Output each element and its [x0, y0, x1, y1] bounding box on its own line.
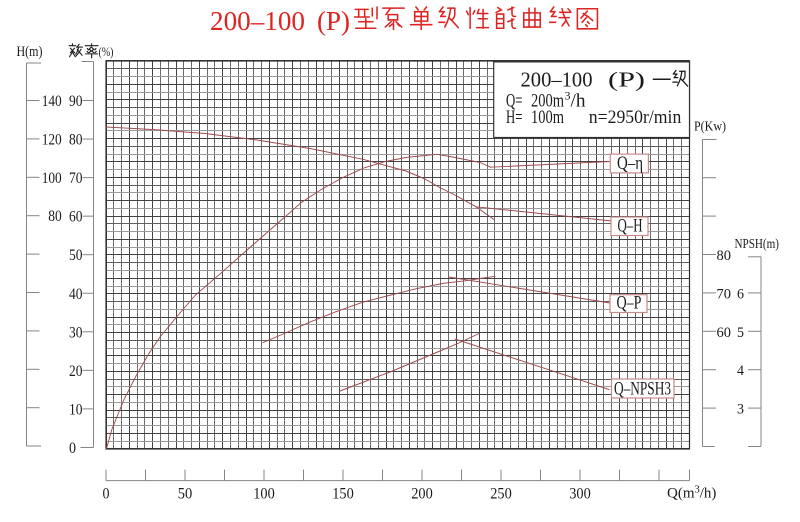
svg-text:(P): (P): [608, 68, 645, 92]
svg-text:70: 70: [717, 286, 732, 302]
svg-text:P(Kw): P(Kw): [694, 119, 726, 134]
svg-text:4: 4: [737, 363, 744, 379]
svg-text:5: 5: [737, 325, 744, 341]
svg-text:80: 80: [717, 248, 732, 264]
svg-text:60: 60: [69, 209, 83, 226]
svg-text:150: 150: [332, 486, 354, 503]
svg-text:100: 100: [42, 170, 62, 187]
svg-text:10: 10: [69, 401, 83, 418]
svg-text:70: 70: [69, 170, 83, 187]
svg-text:20: 20: [69, 363, 83, 380]
svg-text:250: 250: [490, 486, 512, 503]
svg-text:Q=: Q=: [506, 92, 523, 112]
svg-text:Q–H: Q–H: [618, 216, 643, 237]
svg-text:Q(m3/h): Q(m3/h): [667, 485, 716, 502]
svg-text:Q–NPSH3: Q–NPSH3: [614, 378, 671, 399]
svg-text:50: 50: [69, 247, 83, 264]
svg-text:60: 60: [717, 325, 732, 341]
svg-text:(P): (P): [317, 6, 350, 36]
svg-text:50: 50: [178, 486, 193, 503]
svg-text:200–100: 200–100: [521, 68, 593, 92]
svg-text:Q–P: Q–P: [617, 293, 642, 314]
svg-text:140: 140: [42, 93, 62, 110]
svg-text:300: 300: [569, 486, 591, 503]
svg-text:80: 80: [48, 208, 62, 225]
svg-text:H(m): H(m): [17, 44, 43, 60]
svg-text:NPSH(m): NPSH(m): [735, 236, 780, 251]
svg-text:200m: 200m: [531, 92, 564, 112]
svg-text:n=2950r/min: n=2950r/min: [589, 108, 682, 128]
svg-text:3: 3: [565, 89, 571, 103]
svg-text:0: 0: [69, 440, 76, 457]
svg-text:30: 30: [69, 324, 83, 341]
svg-text:100m: 100m: [531, 108, 564, 128]
svg-text:200–100: 200–100: [210, 6, 305, 36]
svg-text:Q–η: Q–η: [617, 153, 643, 174]
svg-text:80: 80: [69, 132, 83, 149]
svg-text:90: 90: [69, 93, 83, 110]
svg-text:/h: /h: [571, 92, 586, 112]
svg-text:(%): (%): [99, 45, 114, 59]
svg-text:200: 200: [411, 486, 433, 503]
svg-text:6: 6: [737, 286, 744, 302]
svg-text:120: 120: [42, 131, 62, 148]
svg-text:H=: H=: [506, 108, 523, 128]
svg-text:0: 0: [103, 486, 110, 503]
svg-text:3: 3: [737, 402, 744, 418]
svg-text:40: 40: [69, 286, 83, 303]
svg-text:100: 100: [253, 486, 275, 503]
